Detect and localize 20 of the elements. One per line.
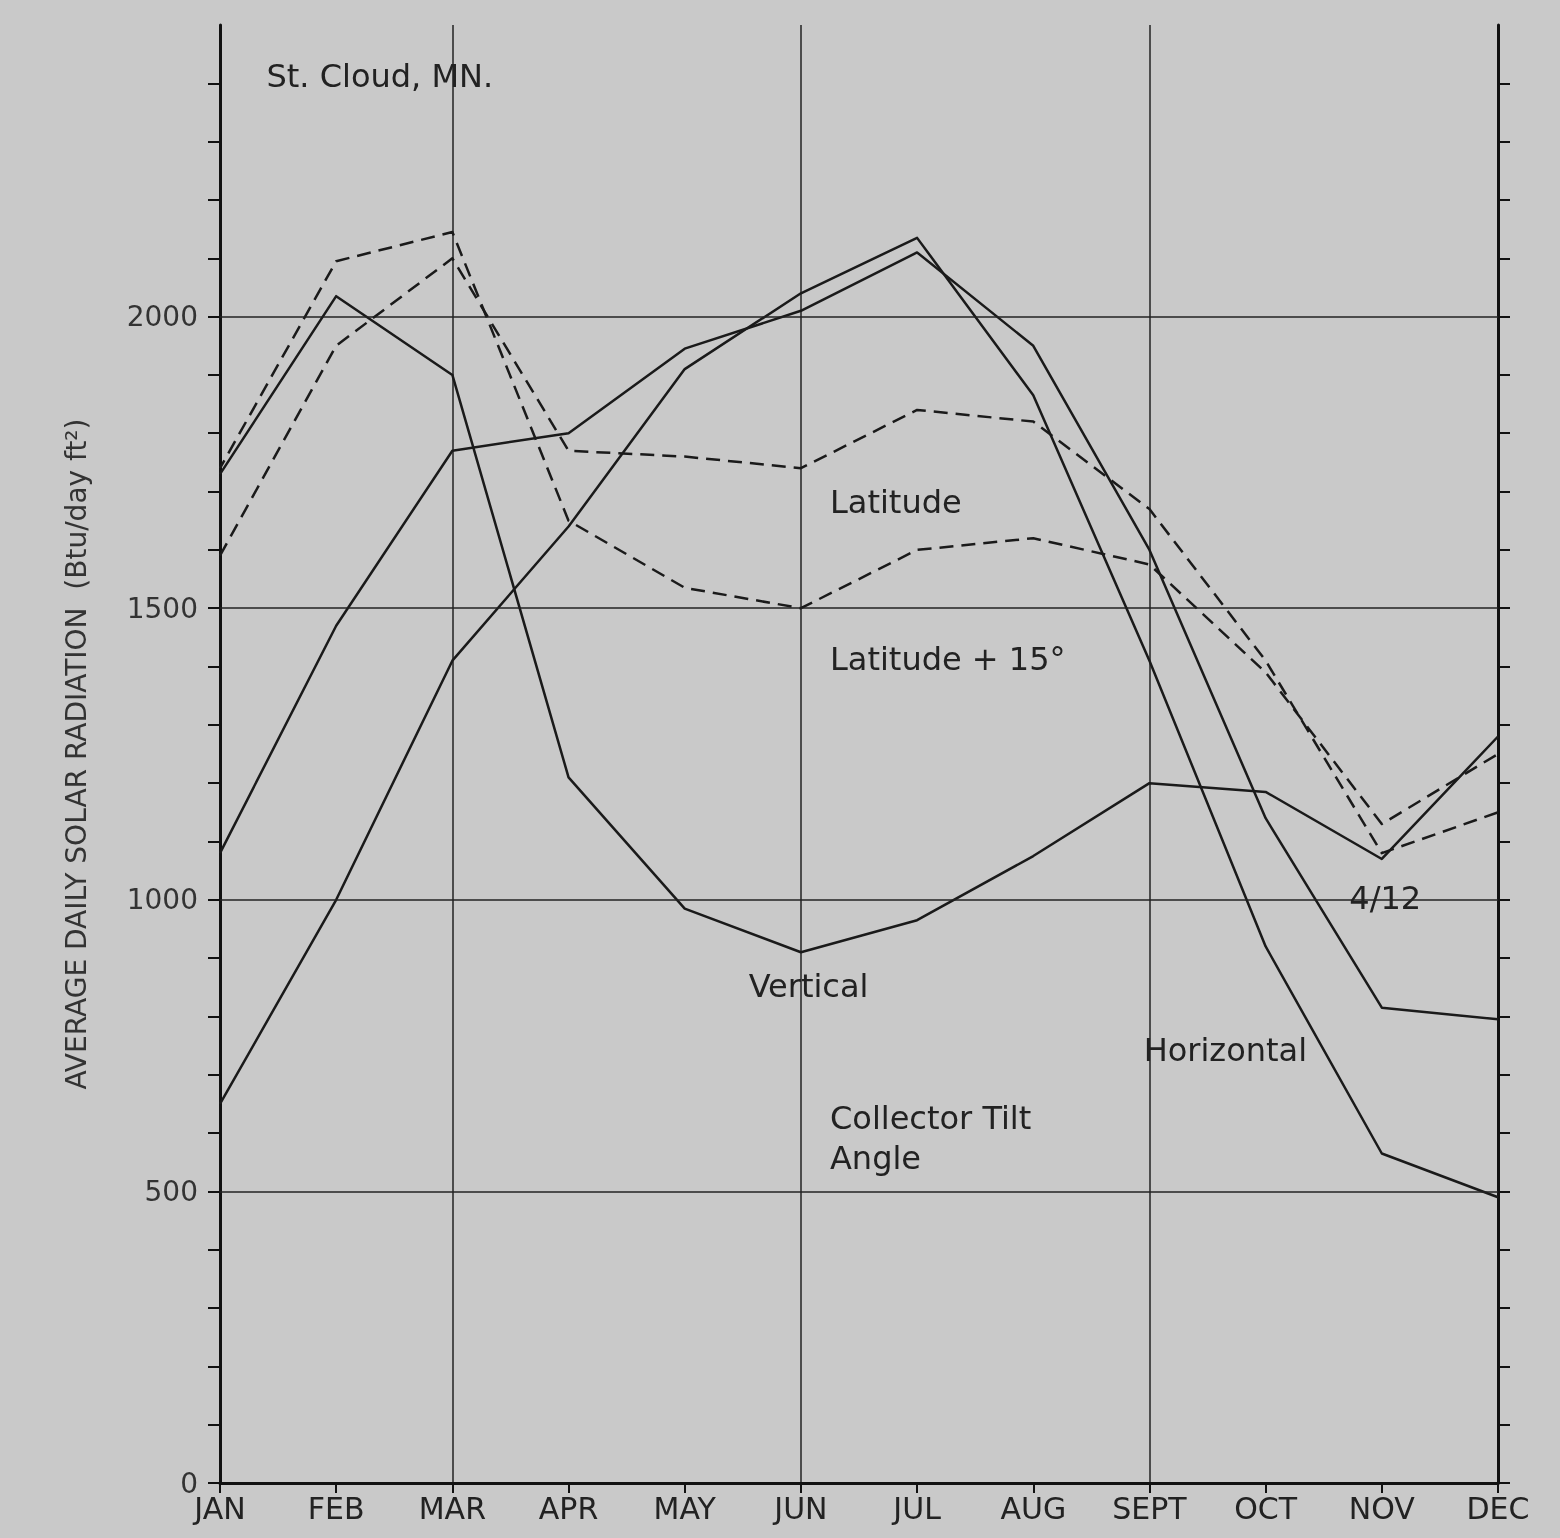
x-tick-label: DEC [1466, 1490, 1530, 1526]
y-tick-label: 2000 [126, 300, 198, 334]
x-tick-label: FEB [307, 1490, 365, 1526]
x-tick-label: AUG [1000, 1490, 1067, 1526]
y-tick-label: 0 [180, 1466, 198, 1500]
x-tick-label: MAY [653, 1490, 717, 1526]
x-tick-label: JUL [891, 1490, 942, 1526]
x-tick-label: APR [538, 1490, 599, 1526]
x-tick-label: NOV [1348, 1490, 1416, 1526]
x-tick-label: JUN [772, 1490, 828, 1526]
x-tick-label: MAR [418, 1490, 486, 1526]
legend-title: Collector Tilt Angle [829, 1099, 1032, 1178]
y-tick-label: 1500 [126, 591, 198, 625]
series-label: Latitude [829, 482, 962, 521]
y-tick-label: 1000 [126, 883, 198, 917]
y-axis-title: AVERAGE DAILY SOLAR RADIATION (Btu/day ft²) [59, 418, 93, 1090]
series-label: Latitude + 15° [829, 640, 1066, 679]
y-tick-label: 500 [144, 1174, 198, 1208]
x-tick-label: SEPT [1112, 1490, 1188, 1526]
x-tick-label: OCT [1234, 1490, 1298, 1526]
